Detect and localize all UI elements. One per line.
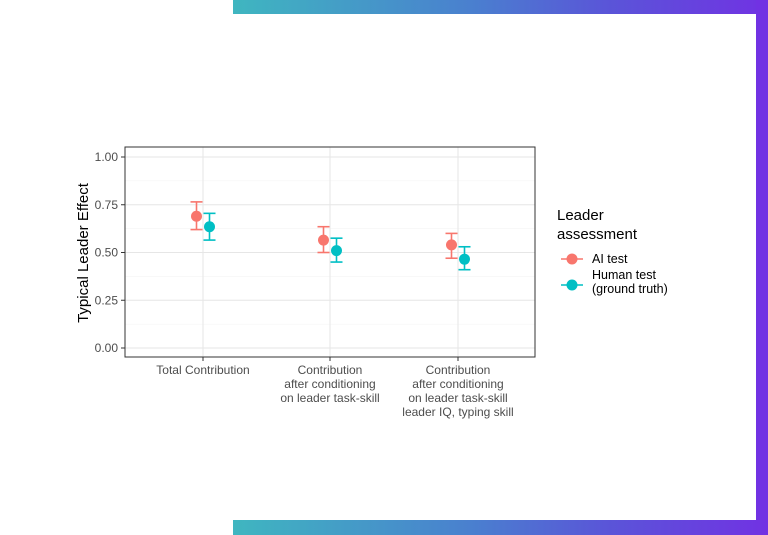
legend-title: assessment bbox=[557, 226, 638, 243]
data-point-group bbox=[317, 225, 330, 254]
y-tick-label: 0.00 bbox=[95, 341, 119, 355]
x-tick-label: Contribution bbox=[298, 363, 363, 377]
legend: Leader assessment AI test Human test(ground… bbox=[557, 207, 668, 296]
data-point-group bbox=[190, 201, 203, 231]
y-tick-label: 0.75 bbox=[95, 198, 119, 212]
data-point bbox=[331, 245, 342, 257]
data-point bbox=[446, 239, 457, 251]
y-tick-label: 1.00 bbox=[95, 150, 119, 164]
x-tick-label: Total Contribution bbox=[156, 363, 249, 377]
data-point-group bbox=[445, 232, 458, 260]
top-gradient-bar bbox=[233, 0, 768, 14]
data-point bbox=[459, 253, 470, 265]
right-accent-bar bbox=[756, 0, 768, 535]
y-axis-title: Typical Leader Effect bbox=[75, 182, 92, 323]
grid-lines bbox=[125, 147, 535, 357]
data-points bbox=[190, 201, 471, 271]
x-tick-label: leader IQ, typing skill bbox=[402, 405, 513, 419]
legend-item: Human test(ground truth) bbox=[561, 268, 668, 296]
x-tick-label: after conditioning bbox=[412, 377, 503, 391]
legend-key-dot bbox=[566, 253, 578, 265]
data-point-group bbox=[330, 237, 343, 263]
bottom-gradient-bar bbox=[233, 520, 768, 535]
x-tick-label: on leader task-skill bbox=[408, 391, 507, 405]
y-axis: 0.00 0.25 0.50 0.75 1.00 bbox=[95, 150, 125, 355]
y-tick-label: 0.50 bbox=[95, 246, 119, 260]
data-point-group bbox=[458, 245, 471, 271]
legend-label: AI test bbox=[592, 252, 628, 266]
legend-key-dot bbox=[566, 279, 578, 291]
legend-title: Leader bbox=[557, 207, 604, 224]
data-point bbox=[191, 210, 202, 222]
legend-label: Human test bbox=[592, 268, 656, 282]
y-tick-label: 0.25 bbox=[95, 293, 119, 307]
legend-label: (ground truth) bbox=[592, 282, 668, 296]
legend-item: AI test bbox=[561, 252, 628, 266]
data-point-group bbox=[203, 212, 216, 241]
x-tick-label: on leader task-skill bbox=[280, 391, 379, 405]
x-tick-label: after conditioning bbox=[284, 377, 375, 391]
data-point bbox=[318, 234, 329, 246]
x-tick-label: Contribution bbox=[426, 363, 491, 377]
data-point bbox=[204, 221, 215, 233]
